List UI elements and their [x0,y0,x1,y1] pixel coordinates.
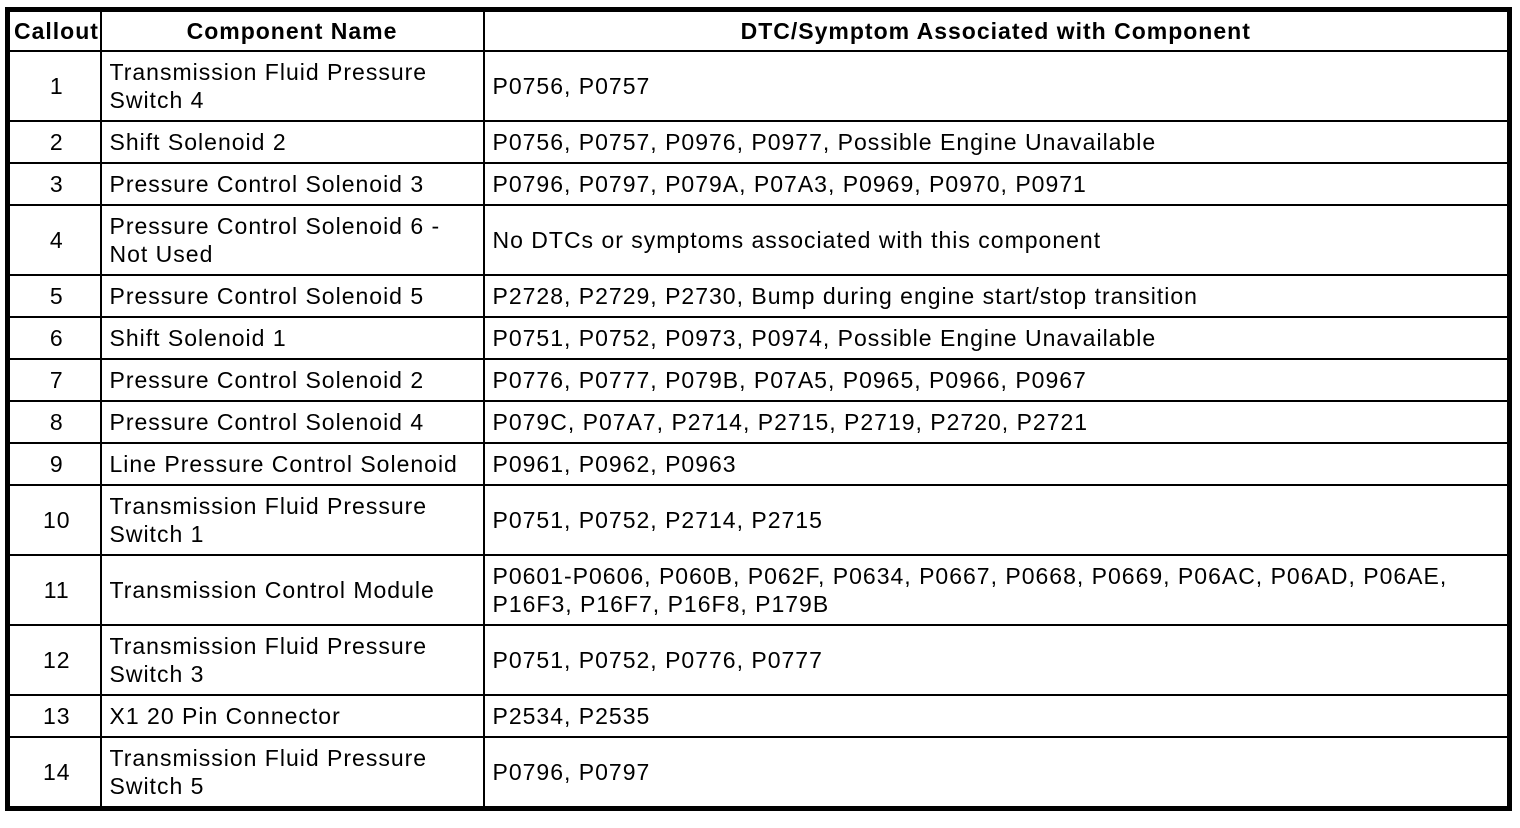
dtc-symptom-cell: P0776, P0777, P079B, P07A5, P0965, P0966… [482,358,1511,402]
dtc-symptom-cell: P2728, P2729, P2730, Bump during engine … [482,274,1511,318]
component-name-cell: Transmission Fluid Pressure Switch 5 [99,736,485,810]
callout-cell: 4 [6,204,102,276]
component-name-cell: Pressure Control Solenoid 6 - Not Used [99,204,485,276]
callout-cell: 13 [6,694,102,738]
component-name-cell: Transmission Control Module [99,554,485,626]
component-name-cell: Pressure Control Solenoid 4 [99,400,485,444]
table-row: 4 Pressure Control Solenoid 6 - Not Used N… [6,204,1511,276]
component-name-cell: Pressure Control Solenoid 3 [99,162,485,206]
dtc-symptom-cell: P0601-P0606, P060B, P062F, P0634, P0667,… [482,554,1511,626]
component-name-cell: Shift Solenoid 1 [99,316,485,360]
callout-cell: 7 [6,358,102,402]
table-header-row: Callout Component Name DTC/Symptom Assoc… [6,8,1511,52]
dtc-symptom-cell: P079C, P07A7, P2714, P2715, P2719, P2720… [482,400,1511,444]
table-row: 12 Transmission Fluid Pressure Switch 3 P0… [6,624,1511,696]
column-header-dtc-symptom: DTC/Symptom Associated with Component [482,8,1511,52]
dtc-symptom-cell: P0796, P0797, P079A, P07A3, P0969, P0970… [482,162,1511,206]
table-row: 5 Pressure Control Solenoid 5 P2728, P2729… [6,274,1511,318]
table-row: 1 Transmission Fluid Pressure Switch 4 P07… [6,50,1511,122]
callout-cell: 1 [6,50,102,122]
dtc-symptom-cell: P0751, P0752, P0776, P0777 [482,624,1511,696]
table-row: 10 Transmission Fluid Pressure Switch 1 P0… [6,484,1511,556]
component-name-cell: Pressure Control Solenoid 2 [99,358,485,402]
component-name-cell: Line Pressure Control Solenoid [99,442,485,486]
table-row: 9 Line Pressure Control Solenoid P0961, P0… [6,442,1511,486]
table-row: 8 Pressure Control Solenoid 4 P079C, P07A7… [6,400,1511,444]
table-body: 1 Transmission Fluid Pressure Switch 4 P07… [6,50,1511,810]
dtc-symptom-cell: P0751, P0752, P0973, P0974, Possible Eng… [482,316,1511,360]
callout-cell: 2 [6,120,102,164]
dtc-symptom-cell: P0756, P0757 [482,50,1511,122]
column-header-component-name: Component Name [99,8,485,52]
table-row: 14 Transmission Fluid Pressure Switch 5 P0… [6,736,1511,810]
component-name-cell: Transmission Fluid Pressure Switch 3 [99,624,485,696]
dtc-component-table: Callout Component Name DTC/Symptom Assoc… [5,7,1512,811]
component-name-cell: Shift Solenoid 2 [99,120,485,164]
column-header-callout: Callout [6,8,102,52]
component-name-cell: Transmission Fluid Pressure Switch 4 [99,50,485,122]
table-header: Callout Component Name DTC/Symptom Assoc… [6,8,1511,52]
table-row: 13 X1 20 Pin Connector P2534, P2535 [6,694,1511,738]
table-row: 6 Shift Solenoid 1 P0751, P0752, P0973, P0… [6,316,1511,360]
callout-cell: 8 [6,400,102,444]
table-row: 11 Transmission Control Module P0601-P0606… [6,554,1511,626]
component-name-cell: X1 20 Pin Connector [99,694,485,738]
document-page: Callout Component Name DTC/Symptom Assoc… [5,7,1512,811]
dtc-symptom-cell: No DTCs or symptoms associated with this… [482,204,1511,276]
component-name-cell: Transmission Fluid Pressure Switch 1 [99,484,485,556]
callout-cell: 9 [6,442,102,486]
dtc-symptom-cell: P0751, P0752, P2714, P2715 [482,484,1511,556]
callout-cell: 12 [6,624,102,696]
dtc-symptom-cell: P0756, P0757, P0976, P0977, Possible Eng… [482,120,1511,164]
callout-cell: 5 [6,274,102,318]
callout-cell: 11 [6,554,102,626]
component-name-cell: Pressure Control Solenoid 5 [99,274,485,318]
callout-cell: 14 [6,736,102,810]
dtc-symptom-cell: P0796, P0797 [482,736,1511,810]
callout-cell: 3 [6,162,102,206]
table-row: 2 Shift Solenoid 2 P0756, P0757, P0976, P0… [6,120,1511,164]
callout-cell: 10 [6,484,102,556]
dtc-symptom-cell: P2534, P2535 [482,694,1511,738]
dtc-symptom-cell: P0961, P0962, P0963 [482,442,1511,486]
callout-cell: 6 [6,316,102,360]
table-row: 3 Pressure Control Solenoid 3 P0796, P0797… [6,162,1511,206]
table-row: 7 Pressure Control Solenoid 2 P0776, P0777… [6,358,1511,402]
